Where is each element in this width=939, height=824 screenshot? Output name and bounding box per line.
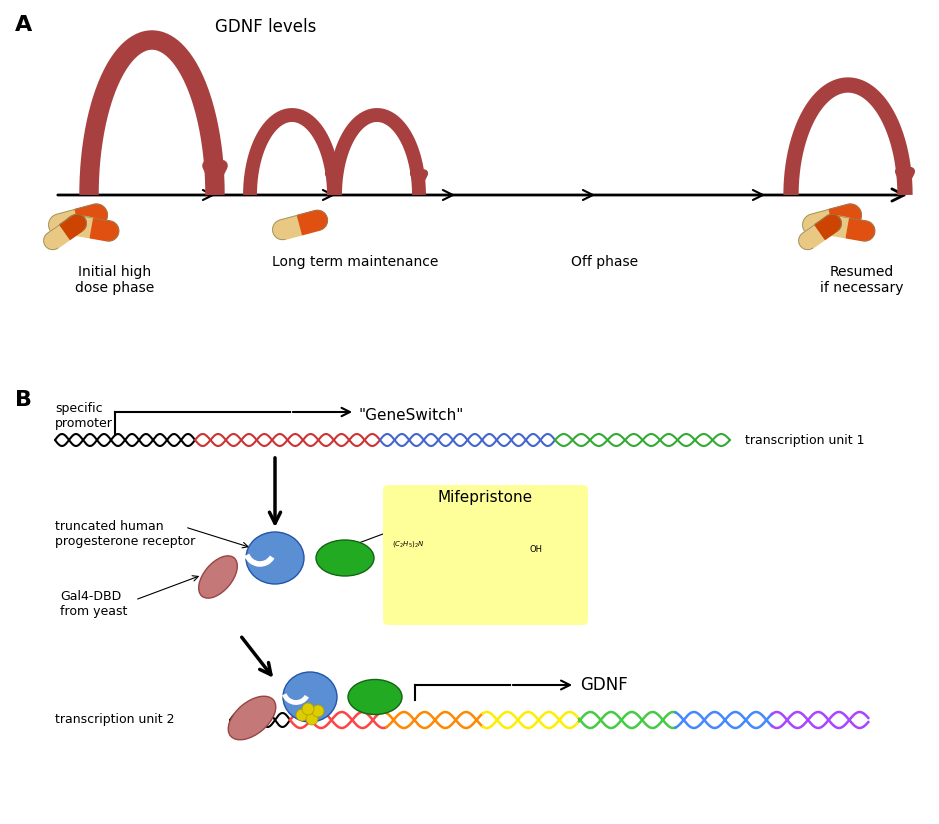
Text: Initial high
dose phase: Initial high dose phase (75, 265, 155, 295)
Text: OH: OH (530, 545, 543, 554)
Polygon shape (90, 218, 118, 241)
Text: $(C_2H_5)_2N$: $(C_2H_5)_2N$ (392, 539, 424, 549)
Ellipse shape (283, 672, 337, 722)
Polygon shape (60, 214, 86, 240)
Text: truncated human
progesterone receptor: truncated human progesterone receptor (55, 520, 195, 548)
Circle shape (306, 713, 318, 725)
Polygon shape (822, 215, 850, 238)
Text: Gal4-DBD
from yeast: Gal4-DBD from yeast (60, 590, 128, 618)
FancyBboxPatch shape (383, 485, 588, 625)
Text: B: B (15, 390, 32, 410)
Polygon shape (799, 225, 825, 250)
Polygon shape (44, 225, 70, 250)
Polygon shape (272, 215, 302, 240)
Polygon shape (829, 204, 861, 231)
Circle shape (296, 709, 308, 721)
Text: GDNF: GDNF (580, 676, 628, 694)
Text: GDNF levels: GDNF levels (215, 18, 316, 36)
Ellipse shape (246, 532, 304, 584)
Text: specific
promoter: specific promoter (55, 402, 113, 430)
Polygon shape (846, 218, 875, 241)
Ellipse shape (199, 556, 238, 598)
Polygon shape (815, 214, 841, 240)
Polygon shape (803, 209, 835, 236)
Circle shape (312, 705, 324, 717)
Text: transcription unit 1: transcription unit 1 (745, 433, 865, 447)
Ellipse shape (316, 540, 374, 576)
Text: A: A (15, 15, 32, 35)
Polygon shape (49, 209, 81, 236)
Text: Mifepristone: Mifepristone (438, 490, 532, 505)
Text: p65 subunit of
human NFkB: p65 subunit of human NFkB (385, 505, 475, 533)
Text: Off phase: Off phase (572, 255, 639, 269)
Ellipse shape (348, 680, 402, 714)
Polygon shape (75, 204, 107, 231)
Text: Long term maintenance: Long term maintenance (271, 255, 439, 269)
Text: "GeneSwitch": "GeneSwitch" (358, 408, 463, 423)
Polygon shape (65, 215, 94, 238)
Text: transcription unit 2: transcription unit 2 (55, 714, 175, 727)
Text: Resumed
if necessary: Resumed if necessary (821, 265, 903, 295)
Circle shape (302, 703, 314, 715)
Polygon shape (298, 210, 328, 235)
Ellipse shape (228, 696, 276, 740)
